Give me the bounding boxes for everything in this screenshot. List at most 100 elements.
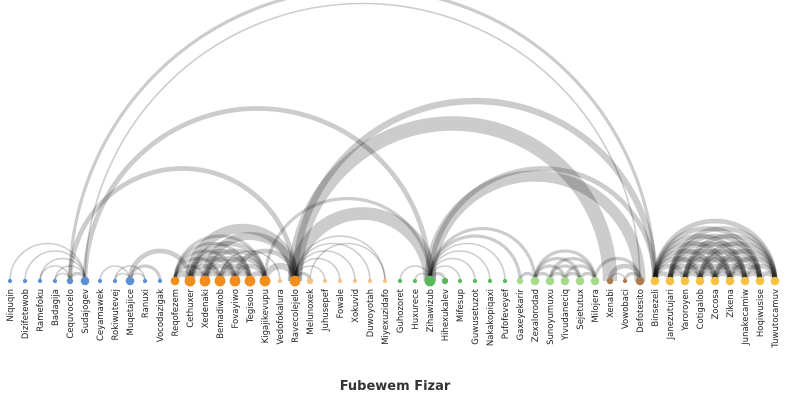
node-Tuwutocamuv — [770, 276, 780, 286]
arc-link-Ravecolejelo-Xokuvid — [294, 250, 356, 282]
node-Bemadiwob — [214, 275, 226, 287]
node-Zikena — [725, 276, 735, 286]
arc-link-Niquqin-Sudajogev — [9, 242, 86, 282]
node-Pufofeveyef — [502, 278, 508, 284]
node-label-Gaxeyekarir: Gaxeyekarir — [516, 288, 526, 340]
arc-link-Cotigalob-Tuwutocamuv — [697, 241, 778, 282]
arc-link-Ravecolejelo-Duwoyotah — [294, 242, 371, 282]
arc-link-Zihawizub-Guwusetuzot — [429, 257, 476, 282]
node-Nakakopiqaxi — [487, 278, 493, 284]
arc-link-Janezutujari-Zikena — [667, 248, 733, 282]
arc-link-Cotigalob-Zikena — [697, 263, 733, 282]
arc-link-Zihawizub-Mifesup — [429, 265, 461, 282]
node-label-Zexalorodad: Zexalorodad — [531, 289, 541, 342]
arc-link-Yaroroyen-Tuwutocamuv — [682, 233, 778, 282]
arc-link-Sunoyumuxu-Milojera — [548, 256, 597, 282]
arc-link-Zihawizub-Defotesito — [424, 170, 646, 282]
node-Hihexukalev — [441, 277, 449, 285]
arc-link-Bemadiwob-Vedofokalura — [219, 250, 281, 282]
node-label-Fovayiwo: Fovayiwo — [231, 289, 241, 329]
node-label-Ravecolejelo: Ravecolejelo — [291, 289, 301, 343]
arc-link-Cethuxer-Ravecolejelo — [185, 223, 300, 282]
node-Melunoxek — [306, 277, 314, 285]
node-label-Xedenaki: Xedenaki — [201, 289, 211, 328]
node-Ravecolejelo — [289, 275, 301, 287]
node-Zocosa — [710, 276, 720, 286]
node-label-Hoqiwusise: Hoqiwusise — [756, 289, 766, 337]
arc-link-Junakecamiw-Tuwutocamuv — [742, 263, 778, 282]
arc-link-Zocosa-Tuwutocamuv — [712, 248, 778, 282]
arc-link-Zihawizub-Pufofeveyef — [429, 242, 506, 282]
arc-link-Guhozoret-Zihawizub — [399, 265, 431, 282]
arc-link-Cethuxer-Bemadiwob — [187, 263, 223, 282]
node-Janezutujari — [665, 276, 675, 286]
arc-link-Cequvocelo-Binsezeli — [68, 0, 657, 282]
arc-link-Cethuxer-Tegisolu — [187, 248, 253, 282]
arc-link-Muqetajice-Cethuxer — [127, 248, 193, 282]
node-Junakecamiw — [740, 276, 750, 286]
node-Zexalorodad — [530, 276, 540, 286]
arc-link-Ravecolejelo-Binsezeli — [291, 97, 659, 282]
arc-link-Kigajikevupu-Ravecolejelo — [261, 262, 299, 282]
arc-link-Reqofezem-Fovayiwo — [173, 249, 237, 282]
arc-link-Yaroroyen-Zikena — [682, 256, 733, 282]
arc-link-Dizifetewob-Sudajogev — [24, 250, 86, 282]
arc-link-Ravecolejelo-Fowale — [294, 257, 341, 282]
arc-link-Kigajikevupu-Zihawizub — [263, 196, 432, 282]
node-label-Tegisolu: Tegisolu — [246, 289, 256, 324]
node-label-Juhusepef: Juhusepef — [321, 288, 331, 332]
node-Ranuxi — [142, 278, 148, 284]
node-Milojera — [590, 276, 600, 286]
arc-link-Zocosa-Hoqiwusise — [712, 256, 763, 282]
arc-link-Bemadiwob-Kigajikevupu — [217, 256, 268, 282]
node-label-Mifesup: Mifesup — [456, 289, 466, 322]
node-Ceyamawek — [97, 278, 103, 284]
arc-link-Binsezeli-Zikena — [652, 241, 733, 282]
arc-link-Janezutujari-Cotigalob — [667, 263, 703, 282]
node-label-Junakecamiw: Junakecamiw — [741, 289, 751, 346]
arc-link-Xedenaki-Kigajikevupu — [202, 248, 268, 282]
node-label-Kigajikevupu: Kigajikevupu — [261, 289, 271, 343]
arc-link-Fovayiwo-Kigajikevupu — [232, 263, 268, 282]
node-Mifesup — [457, 278, 463, 284]
arc-link-Sudajogev-Zihawizub — [82, 106, 433, 282]
node-label-Janezutujari: Janezutujari — [666, 289, 676, 340]
node-Xokuvid — [352, 278, 358, 284]
node-label-Zocosa: Zocosa — [711, 289, 721, 320]
node-label-Vowobaci: Vowobaci — [621, 289, 631, 329]
node-Dizifetewob — [22, 278, 28, 284]
arc-link-Sudajogev-Defotesito — [84, 2, 641, 282]
node-Yaroroyen — [680, 276, 690, 286]
arc-link-Cethuxer-Fovayiwo — [187, 256, 238, 282]
diagram-title: Fubewem Fizar — [340, 379, 451, 394]
node-Vowobaci — [622, 278, 628, 284]
arc-link-Janezutujari-Junakecamiw — [667, 241, 748, 282]
node-label-Defotesito: Defotesito — [636, 289, 646, 333]
arc-link-Binsezeli-Zocosa — [652, 248, 718, 282]
node-Hoqiwusise — [755, 276, 765, 286]
node-Cequvocelo — [66, 277, 74, 285]
node-label-Yivudaneciq: Yivudaneciq — [561, 289, 571, 341]
arc-link-Yivudaneciq-Milojera — [563, 264, 597, 282]
node-label-Vedofokalura: Vedofokalura — [276, 289, 286, 345]
arc-link-Ravecolejelo-Miyexuzidafo — [294, 235, 386, 282]
arc-link-Reqofezem-Tegisolu — [173, 241, 252, 282]
node-label-Guwusetuzot: Guwusetuzot — [471, 288, 481, 344]
arc-link-Yaroroyen-Junakecamiw — [682, 248, 748, 282]
arc-link-Janezutujari-Hoqiwusise — [667, 233, 763, 282]
node-Cotigalob — [695, 276, 705, 286]
node-label-Bemadiwob: Bemadiwob — [216, 289, 226, 339]
node-label-Xenabi: Xenabi — [606, 289, 616, 318]
arc-link-Xenabi-Defotesito — [607, 263, 643, 282]
node-Guwusetuzot — [472, 278, 478, 284]
node-label-Pufofeveyef: Pufofeveyef — [501, 288, 511, 339]
node-Sunoyumuxu — [545, 276, 555, 286]
node-label-Vocodazigak: Vocodazigak — [156, 289, 166, 342]
node-label-Zihawizub: Zihawizub — [426, 289, 436, 332]
node-label-Fowale: Fowale — [336, 289, 346, 319]
node-Rokiwutevej — [112, 278, 118, 284]
node-label-Ranuxi: Ranuxi — [141, 289, 151, 318]
arc-link-Xedenaki-Fovayiwo — [202, 263, 238, 282]
arc-link-Binsezeli-Yaroroyen — [652, 263, 688, 282]
